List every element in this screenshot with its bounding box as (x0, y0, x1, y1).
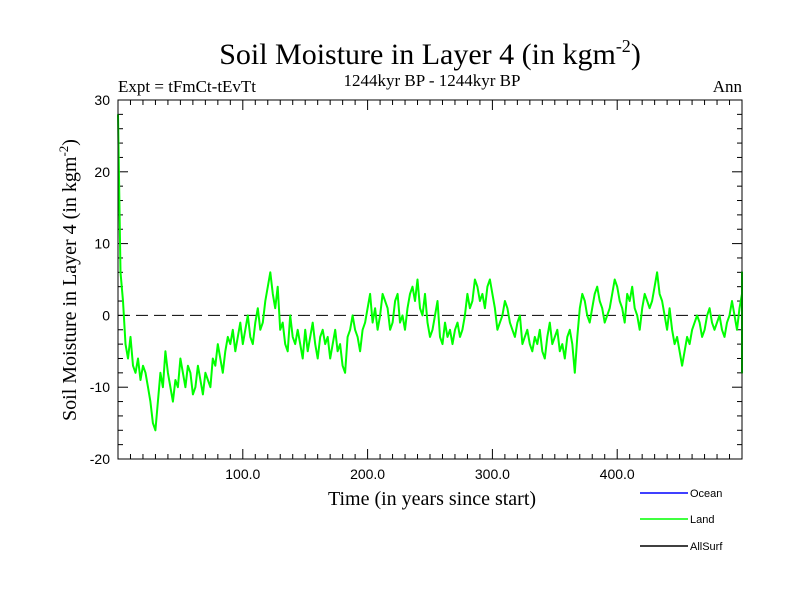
legend-label-ocean: Ocean (690, 488, 722, 500)
legend: Ocean Land AllSurf (640, 488, 723, 553)
x-tick-label: 400.0 (600, 466, 635, 482)
x-tick-label: 100.0 (225, 466, 260, 482)
y-tick-label: -20 (90, 451, 110, 467)
legend-label-land: Land (690, 514, 714, 526)
y-axis-label: Soil Moisture in Layer 4 (in kgm-2) (56, 139, 81, 421)
x-tick-label: 200.0 (350, 466, 385, 482)
y-tick-label: 0 (102, 307, 110, 323)
y-tick-label: 30 (94, 92, 110, 108)
chart-title: Soil Moisture in Layer 4 (in kgm-2) (219, 36, 641, 71)
axis-ticks (118, 100, 742, 459)
season-label: Ann (713, 77, 743, 96)
period-label: 1244kyr BP - 1244kyr BP (344, 71, 521, 90)
tick-labels: 100.0 200.0 300.0 400.0 -20 -10 0 10 20 30 (90, 92, 635, 482)
experiment-label: Expt = tFmCt-tEvTt (118, 77, 256, 96)
y-tick-label: 10 (94, 236, 110, 252)
y-tick-label: -10 (90, 379, 110, 395)
x-tick-label: 300.0 (475, 466, 510, 482)
series-line-land (117, 114, 743, 432)
x-axis-label: Time (in years since start) (328, 488, 536, 510)
plot-frame (117, 99, 743, 460)
y-tick-label: 20 (94, 164, 110, 180)
legend-label-allsurf: AllSurf (690, 541, 723, 553)
